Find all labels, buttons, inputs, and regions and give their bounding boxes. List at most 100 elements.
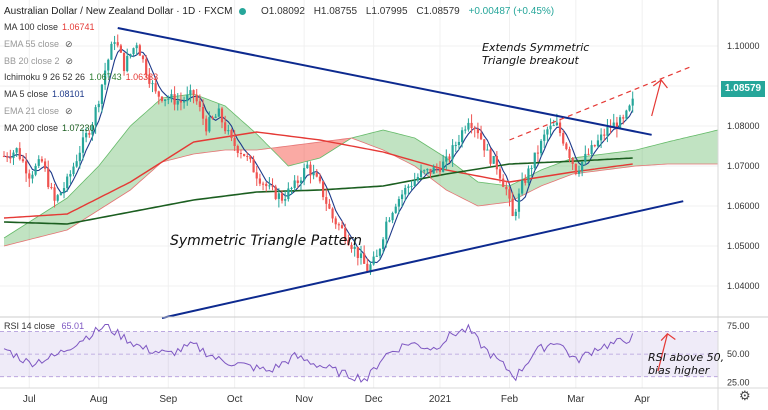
candle-body xyxy=(160,96,164,102)
legend-bb20[interactable]: BB 20 close 2 ⊘ xyxy=(4,56,74,66)
time-tick-label: Dec xyxy=(365,394,383,405)
legend-ma200[interactable]: MA 200 close 1.07230 xyxy=(4,123,95,133)
breakout-projection-line xyxy=(509,65,693,141)
candle-body xyxy=(385,221,388,240)
legend-ema55[interactable]: EMA 55 close ⊘ xyxy=(4,39,73,49)
candle-body xyxy=(476,129,479,134)
time-tick-label: Apr xyxy=(634,394,650,405)
candle-body xyxy=(280,193,284,201)
legend-ema21[interactable]: EMA 21 close ⊘ xyxy=(4,106,73,116)
candle-body xyxy=(195,94,198,102)
breakout-arrow-head xyxy=(652,79,668,89)
candle-body xyxy=(230,130,233,139)
candle-body xyxy=(138,45,141,56)
candle-body xyxy=(107,59,110,71)
candle-body xyxy=(217,108,220,117)
cloud-bearish xyxy=(272,138,352,166)
candle-body xyxy=(464,129,467,131)
candle-body xyxy=(62,188,66,193)
candle-body xyxy=(615,122,619,129)
rsi-legend[interactable]: RSI 14 close 65.01 xyxy=(4,321,85,331)
candle-body xyxy=(558,122,562,134)
candle-body xyxy=(511,198,514,217)
candle-body xyxy=(442,161,445,172)
cloud-span-line xyxy=(3,93,719,239)
eye-hidden-icon[interactable]: ⊘ xyxy=(65,39,73,49)
gear-icon[interactable]: ⚙ xyxy=(739,388,751,403)
time-tick-label: Nov xyxy=(295,394,313,405)
symbol-title: Australian Dollar / New Zealand Dollar ·… xyxy=(4,6,233,17)
candle-body xyxy=(214,116,217,118)
price-tick-label: 1.04000 xyxy=(727,281,760,291)
candle-body xyxy=(34,165,37,175)
legend-ichimoku[interactable]: Ichimoku 9 26 52 26 1.06743 1.06333 xyxy=(4,72,159,82)
candle-body xyxy=(514,211,517,217)
candle-body xyxy=(454,145,457,147)
candle-body xyxy=(536,152,540,154)
candle-body xyxy=(271,185,274,187)
eye-hidden-icon[interactable]: ⊘ xyxy=(65,56,74,66)
candle-body xyxy=(423,170,426,172)
candle-body xyxy=(186,94,189,102)
candle-body xyxy=(28,173,31,179)
candle-body xyxy=(119,45,122,53)
time-tick-label: Oct xyxy=(227,394,243,405)
price-tick-label: 1.07000 xyxy=(727,161,760,171)
rsi-panel xyxy=(0,323,718,383)
candle-body xyxy=(321,181,325,198)
candle-body xyxy=(50,187,53,189)
ohlc-close: C1.08579 xyxy=(416,6,460,17)
candle-body xyxy=(533,152,536,169)
candle-body xyxy=(299,180,303,183)
candle-body xyxy=(448,156,451,160)
candle-body xyxy=(182,101,186,103)
candle-body xyxy=(2,156,6,157)
candle-body xyxy=(486,149,489,151)
legend-ma100[interactable]: MA 100 close 1.06741 xyxy=(4,22,95,32)
candle-body xyxy=(524,180,527,183)
candle-body xyxy=(590,145,593,154)
candle-body xyxy=(91,125,94,135)
candle-body xyxy=(18,148,21,160)
candle-body xyxy=(236,145,239,153)
candle-body xyxy=(258,178,262,184)
eye-hidden-icon[interactable]: ⊘ xyxy=(65,106,73,116)
time-tick-label: Aug xyxy=(90,394,108,405)
candle-body xyxy=(416,177,419,181)
candle-body xyxy=(157,91,160,97)
candle-body xyxy=(543,134,546,141)
ma5-line xyxy=(3,48,634,264)
candle-body xyxy=(539,140,543,154)
candle-body xyxy=(593,145,596,147)
candle-body xyxy=(205,118,208,132)
candle-body xyxy=(562,133,565,144)
candle-body xyxy=(113,42,116,44)
candle-body xyxy=(419,170,423,178)
candle-body xyxy=(21,159,25,162)
candle-body xyxy=(473,127,476,130)
candle-body xyxy=(600,134,603,141)
candle-body xyxy=(53,187,56,201)
candlesticks xyxy=(2,34,634,275)
candle-body xyxy=(628,105,631,111)
candle-body xyxy=(47,168,50,188)
candle-body xyxy=(495,156,498,170)
ohlc-open: O1.08092 xyxy=(260,6,305,17)
candle-body xyxy=(25,161,28,174)
candle-body xyxy=(603,134,606,136)
candle-body xyxy=(85,133,88,138)
candle-body xyxy=(249,156,252,160)
upper-trendline xyxy=(117,27,652,136)
candle-body xyxy=(328,203,331,209)
candle-body xyxy=(208,117,211,132)
candle-body xyxy=(135,45,138,49)
candle-body xyxy=(315,172,318,177)
candle-body xyxy=(363,253,366,264)
candle-body xyxy=(126,56,129,72)
candle-body xyxy=(505,186,508,190)
legend-ma5[interactable]: MA 5 close 1.08101 xyxy=(4,89,85,99)
candle-body xyxy=(618,117,622,129)
candle-body xyxy=(498,169,502,179)
